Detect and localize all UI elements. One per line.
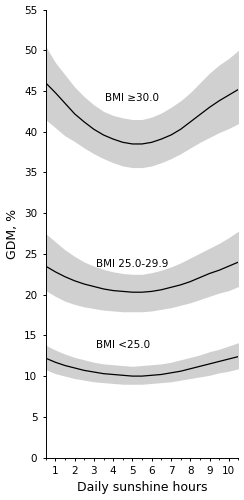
Text: BMI <25.0: BMI <25.0 xyxy=(96,340,150,350)
Text: BMI ≥30.0: BMI ≥30.0 xyxy=(105,93,159,103)
X-axis label: Daily sunshine hours: Daily sunshine hours xyxy=(77,482,207,494)
Text: BMI 25.0-29.9: BMI 25.0-29.9 xyxy=(96,258,169,268)
Y-axis label: GDM, %: GDM, % xyxy=(6,208,19,258)
